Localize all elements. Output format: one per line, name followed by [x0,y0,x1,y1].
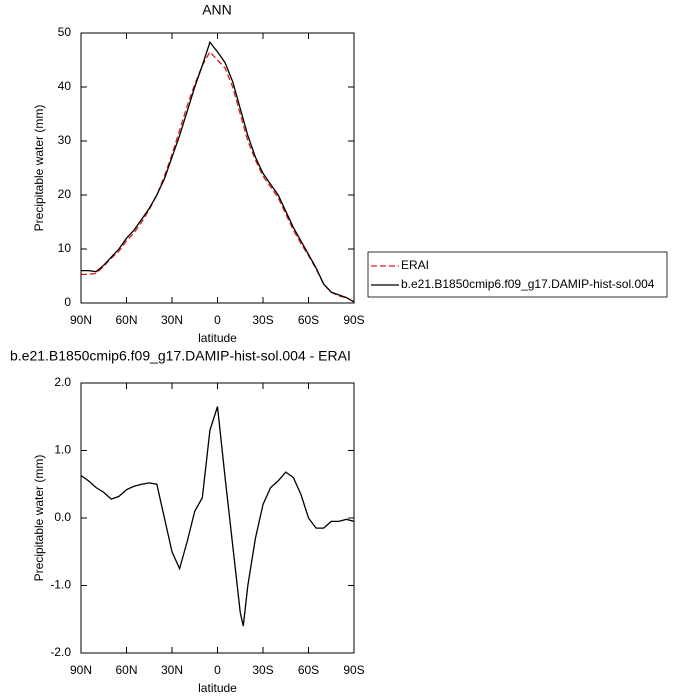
x-tick-label: 90S [343,663,364,677]
y-tick-label: 1.0 [54,443,71,457]
data-line [81,40,355,303]
x-tick-label: 30N [161,313,183,327]
y-axis-label: Precipitable water (mm) [32,455,46,582]
data-line [81,50,355,303]
data-line [80,406,355,627]
plot-frame [80,32,355,304]
y-tick-label: 30 [58,133,72,147]
y-tick-label: 10 [58,241,72,255]
x-tick-label: 60S [298,313,319,327]
x-tick-label: 0 [214,663,221,677]
x-axis-label: latitude [198,331,237,345]
chart-title: ANN [202,2,232,18]
plot-frame [80,382,355,654]
y-tick-label: 40 [58,79,72,93]
y-tick-label: 0 [64,295,71,309]
x-tick-label: 30S [252,313,273,327]
x-tick-label: 0 [214,313,221,327]
x-tick-label: 90N [70,313,92,327]
x-tick-label: 60S [298,663,319,677]
x-tick-label: 30N [161,663,183,677]
y-tick-label: 0.0 [54,510,71,524]
legend-box [367,251,668,298]
x-tick-label: 60N [115,313,137,327]
y-tick-label: 20 [58,187,72,201]
x-tick-label: 90N [70,663,92,677]
x-axis-label: latitude [198,681,237,695]
x-tick-label: 60N [115,663,137,677]
y-tick-label: 50 [58,25,72,39]
y-axis-label: Precipitable water (mm) [32,105,46,232]
legend-label: b.e21.B1850cmip6.f09_g17.DAMIP-hist-sol.… [401,277,655,291]
legend-label: ERAI [401,258,429,272]
chart-title: b.e21.B1850cmip6.f09_g17.DAMIP-hist-sol.… [10,348,351,364]
x-tick-label: 30S [252,663,273,677]
y-tick-label: 2.0 [54,375,71,389]
y-tick-label: -1.0 [50,578,71,592]
y-tick-label: -2.0 [50,645,71,659]
x-tick-label: 90S [343,313,364,327]
